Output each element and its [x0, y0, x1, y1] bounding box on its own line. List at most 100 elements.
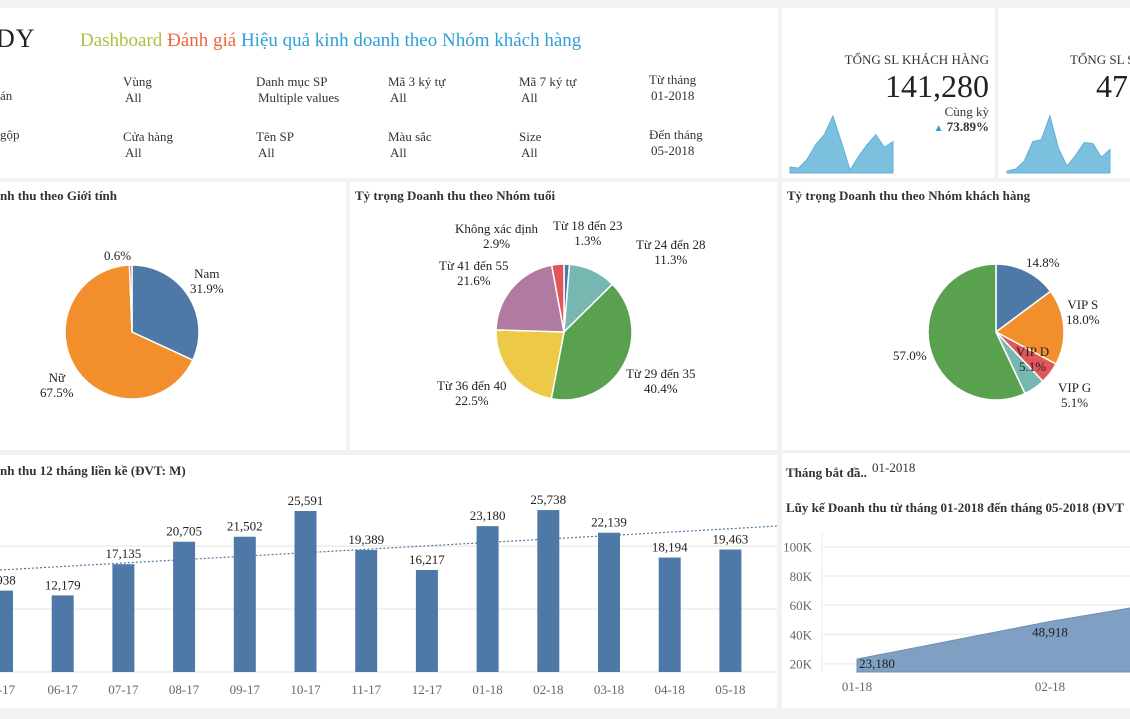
- filter-label: Đến tháng: [649, 127, 703, 142]
- bar-08-17: [173, 541, 196, 672]
- pie-label: Từ 29 đến 35 40.4%: [626, 366, 696, 396]
- bar-07-17: [112, 564, 135, 672]
- x-tick-label: 03-18: [594, 682, 624, 697]
- sparkline-products: [1006, 114, 1111, 174]
- age-pie-slice: [495, 264, 565, 333]
- chart-title: Lũy kế Doanh thu từ tháng 01-2018 đến th…: [786, 500, 1124, 515]
- area-value-label: 23,180: [859, 656, 895, 671]
- x-tick-label: 08-17: [169, 682, 200, 697]
- pie-label: VIP G 5.1%: [1058, 380, 1092, 410]
- kpi-compare-label: Cùng kỳ: [944, 104, 989, 119]
- chart-title: nh thu 12 tháng liền kề (ĐVT: M): [0, 463, 186, 478]
- filter-value[interactable]: All: [521, 145, 538, 160]
- bar-value-label: 19,463: [713, 532, 749, 547]
- filter-label: Tên SP: [256, 129, 294, 144]
- filter-value[interactable]: 05-2018: [651, 143, 695, 158]
- kpi-change: ▲ 73.89%: [934, 119, 989, 135]
- pie-label: 14.8%: [1026, 255, 1060, 270]
- filter-value[interactable]: Multiple values: [258, 90, 340, 105]
- x-tick-label: 07-17: [108, 682, 139, 697]
- filter-value[interactable]: 01-2018: [651, 88, 695, 103]
- bar-value-label: 21,502: [227, 519, 263, 534]
- chart-title: Tỷ trọng Doanh thu theo Nhóm tuổi: [355, 188, 556, 203]
- filter-label: Mã 7 ký tự: [519, 74, 577, 89]
- x-tick-label: 05-18: [715, 682, 745, 697]
- title-part-evaluate: Đánh giá: [167, 30, 237, 51]
- bar-value-label: 23,180: [470, 508, 506, 523]
- bar-value-label: 12,179: [45, 577, 81, 592]
- filter-value[interactable]: All: [521, 90, 538, 105]
- pie-label: 57.0%: [893, 348, 927, 363]
- triangle-up-icon: ▲: [933, 123, 944, 134]
- customer-group-pie-slice: [927, 263, 1026, 401]
- filter-label: Cửa hàng: [123, 129, 174, 144]
- bar-05-18: [719, 549, 742, 672]
- bar-value-label: 17,135: [106, 546, 142, 561]
- pie-label: Từ 18 đến 23 1.3%: [553, 218, 623, 248]
- filter-color[interactable]: Màu sắc All: [388, 129, 432, 161]
- filter-code7[interactable]: Mã 7 ký tự All: [519, 74, 576, 106]
- filter-to-month[interactable]: Đến tháng 05-2018: [649, 127, 703, 159]
- filter-label: Vùng: [123, 74, 152, 89]
- filter-value[interactable]: All: [258, 145, 275, 160]
- x-tick-label: 12-17: [412, 682, 443, 697]
- filter-size[interactable]: Size All: [519, 129, 541, 161]
- y-tick-label: 20K: [790, 657, 813, 672]
- bar-value-label: 18,194: [652, 540, 688, 555]
- title-part-dashboard: Dashboard: [80, 30, 163, 51]
- sparkline-customers: [789, 114, 894, 174]
- filter-value[interactable]: All: [125, 90, 142, 105]
- filter-product-name[interactable]: Tên SP All: [256, 129, 294, 161]
- title-part-main: Hiệu quả kinh doanh theo Nhóm khách hàng: [240, 30, 582, 51]
- customer-group-pie-slice: [995, 263, 1052, 334]
- page-title: Dashboard Đánh giá Hiệu quả kinh doanh t…: [80, 30, 581, 52]
- kpi-title: TỔNG SL SẢ: [1070, 52, 1130, 67]
- kpi-change-value: 73.89%: [946, 119, 989, 134]
- x-tick-label: 02-18: [1035, 679, 1065, 694]
- bar-value-label: 16,217: [409, 552, 445, 567]
- x-tick-label: 11-17: [351, 682, 381, 697]
- pie-label: VIP D 5.1%: [1016, 344, 1050, 374]
- filter-label: Màu sắc: [388, 129, 432, 144]
- start-month-filter-label: Tháng bắt đầ..: [786, 465, 867, 480]
- x-tick-label: 09-17: [230, 682, 261, 697]
- bar-12-17: [415, 569, 438, 672]
- pie-label: Nữ 67.5%: [40, 370, 74, 400]
- age-pie-slice: [550, 283, 633, 401]
- filter-code3[interactable]: Mã 3 ký tự All: [388, 74, 445, 106]
- bar-04-18: [658, 557, 681, 672]
- kpi-title: TỔNG SL KHÁCH HÀNG: [844, 52, 989, 67]
- bar-value-label: 25,591: [288, 493, 324, 508]
- filter-value[interactable]: All: [125, 145, 142, 160]
- filter-category[interactable]: Danh mục SP Multiple values: [256, 74, 339, 106]
- y-tick-label: 60K: [790, 598, 813, 613]
- bar-value-label: 25,738: [530, 492, 566, 507]
- chart-title: Tỷ trọng Doanh thu theo Nhóm khách hàng: [787, 188, 1031, 203]
- bar-03-18: [598, 532, 620, 672]
- filter-region[interactable]: Vùng All: [123, 74, 152, 106]
- age-pie-slice: [550, 263, 565, 333]
- kpi-value: 141,280: [885, 68, 989, 104]
- logo: DY: [0, 24, 36, 53]
- gender-pie-slice: [131, 264, 200, 362]
- pie-label: Nam 31.9%: [190, 266, 224, 296]
- filter-label: Mã 3 ký tự: [388, 74, 446, 89]
- filter-store[interactable]: Cửa hàng All: [123, 129, 173, 161]
- gender-pie-slice: [128, 264, 133, 333]
- bar-value-label: 20,705: [166, 524, 202, 539]
- filter-value[interactable]: All: [390, 145, 407, 160]
- x-tick-label: 10-17: [290, 682, 321, 697]
- bar-02-18: [537, 510, 560, 672]
- pie-label: VIP S 18.0%: [1066, 297, 1100, 327]
- bar-06-17: [51, 595, 74, 672]
- y-tick-label: 40K: [790, 627, 813, 642]
- pie-label: 0.6%: [104, 248, 132, 263]
- start-month-filter-value[interactable]: 01-2018: [872, 460, 916, 475]
- x-tick-label: 04-18: [655, 682, 685, 697]
- bar-value-label: 938: [0, 573, 16, 588]
- filter-value[interactable]: All: [390, 90, 407, 105]
- x-tick-label: 01-18: [842, 679, 872, 694]
- filter-from-month[interactable]: Từ tháng 01-2018: [649, 72, 696, 104]
- pie-label: Từ 36 đến 40 22.5%: [437, 378, 507, 408]
